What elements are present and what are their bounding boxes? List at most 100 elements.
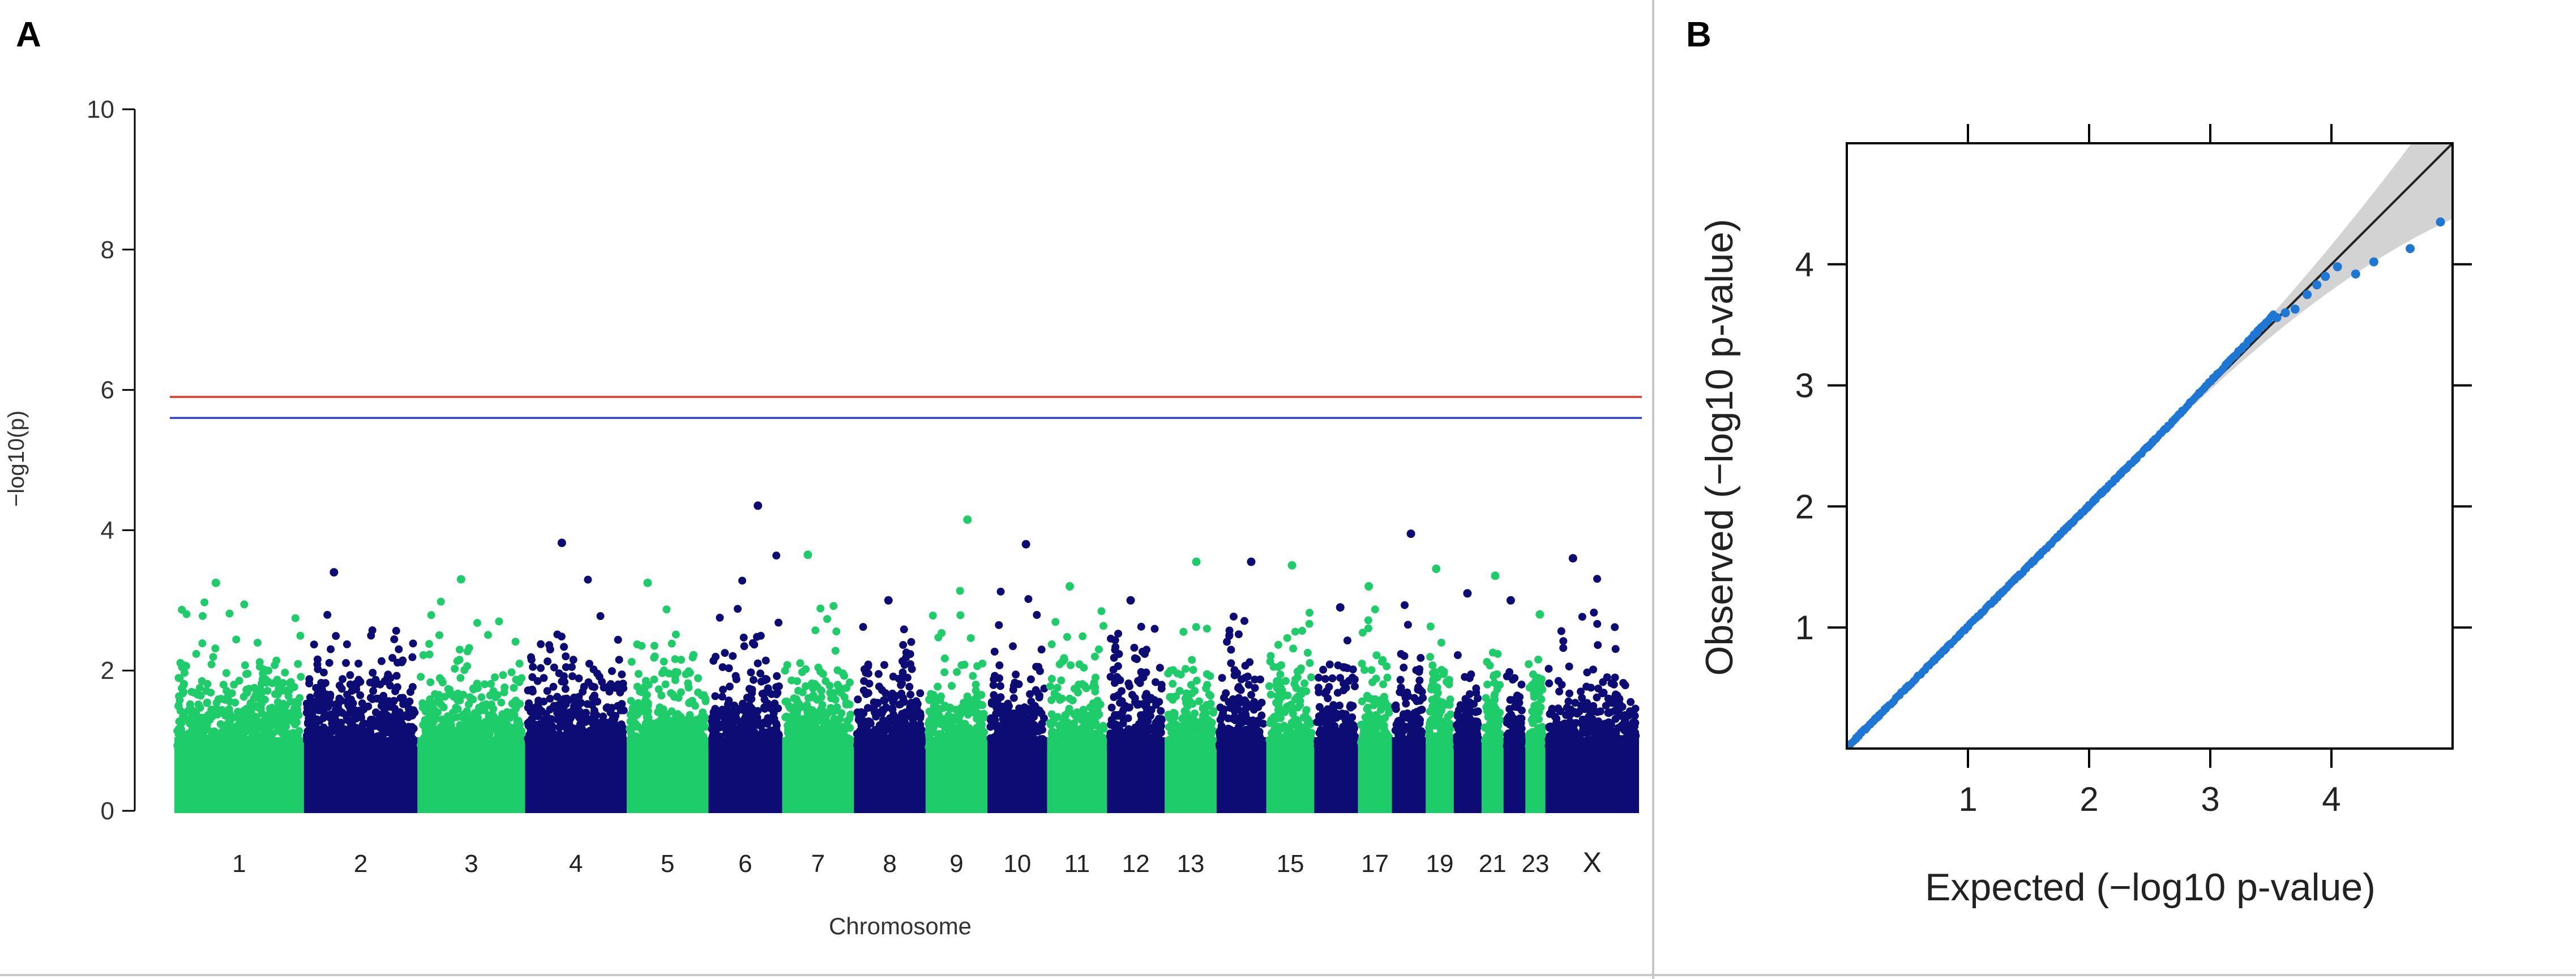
snp-point [178,663,186,672]
snp-point [293,712,301,721]
snp-point [1119,714,1127,723]
snp-point [1035,706,1043,715]
snp-point [349,730,357,738]
snp-point [1330,725,1339,733]
snp-point [1152,678,1160,686]
snp-point [944,742,952,750]
snp-point [235,740,243,749]
snp-point [236,709,245,717]
snp-point [1046,682,1054,691]
snp-point [808,739,816,748]
snp-point [944,733,952,741]
snp-point [286,740,295,749]
snp-point [1142,645,1151,654]
snp-point [256,742,264,751]
snp-point [497,698,506,707]
snp-point [1179,627,1188,636]
snp-point [1073,725,1082,734]
snp-point [774,618,783,627]
snp-point [750,640,759,649]
snp-point [1241,661,1250,670]
snp-point [756,669,765,678]
snp-point [1164,711,1173,719]
snp-point [925,696,934,704]
snp-point [343,640,351,648]
snp-point [380,706,388,714]
snp-point [638,726,647,735]
snp-point [1142,668,1150,677]
snp-point [991,672,999,680]
snp-point [500,742,509,750]
snp-point [195,720,203,728]
snp-point [177,719,186,728]
snp-point [1057,676,1066,685]
snp-point [236,716,244,725]
snp-point [605,742,614,750]
snp-point [279,679,287,687]
snp-point [266,713,275,721]
snp-point [684,679,692,687]
snp-point [1306,659,1314,667]
snp-point [589,739,597,748]
snp-point [713,740,721,749]
snp-point [320,704,328,713]
snp-point [346,742,354,751]
snp-point [275,715,283,723]
snp-point [280,723,288,731]
snp-point [1139,743,1147,752]
snp-point [491,693,499,702]
snp-point [845,700,854,709]
snp-point [265,728,273,736]
snp-point [688,653,697,662]
snp-point [1306,720,1315,729]
snp-point [1203,625,1211,633]
snp-point [987,698,996,706]
snp-point [388,653,397,662]
snp-point [823,615,832,623]
snp-point [507,668,516,677]
snp-point [391,687,400,695]
snp-point [1236,731,1244,739]
snp-point [473,619,481,627]
snp-point [469,685,478,694]
snp-point [255,704,263,712]
snp-point [634,670,643,678]
snp-point [1240,617,1248,625]
snp-point [859,737,868,745]
snp-point [1400,710,1408,719]
snp-point [711,652,720,661]
snp-point [395,712,404,720]
snp-point [1023,723,1032,732]
snp-point [1371,724,1380,732]
snp-point [335,681,344,690]
snp-point [1235,694,1243,702]
snp-point [1414,683,1423,691]
snp-point [486,741,495,749]
snp-point [740,642,748,651]
snp-point [934,682,942,691]
snp-point [219,681,228,689]
snp-point [730,732,739,741]
snp-point [1380,692,1388,701]
snp-point [641,696,650,704]
snp-point [610,737,619,745]
snp-point [772,683,781,691]
snp-point [1114,630,1123,638]
snp-point [934,633,943,642]
snp-point [966,634,975,642]
snp-point [437,597,445,606]
snp-point [392,627,400,635]
snp-point [671,655,679,664]
snp-point [1179,737,1187,746]
snp-point [874,670,883,678]
snp-point [1243,672,1252,681]
snp-point [1146,694,1155,702]
snp-point [888,706,897,714]
snp-point [1203,681,1212,689]
snp-point [667,639,676,648]
snp-point [1035,691,1043,700]
snp-point [435,742,444,751]
snp-point [228,742,237,751]
snp-point [390,725,399,734]
snp-point [304,718,313,726]
